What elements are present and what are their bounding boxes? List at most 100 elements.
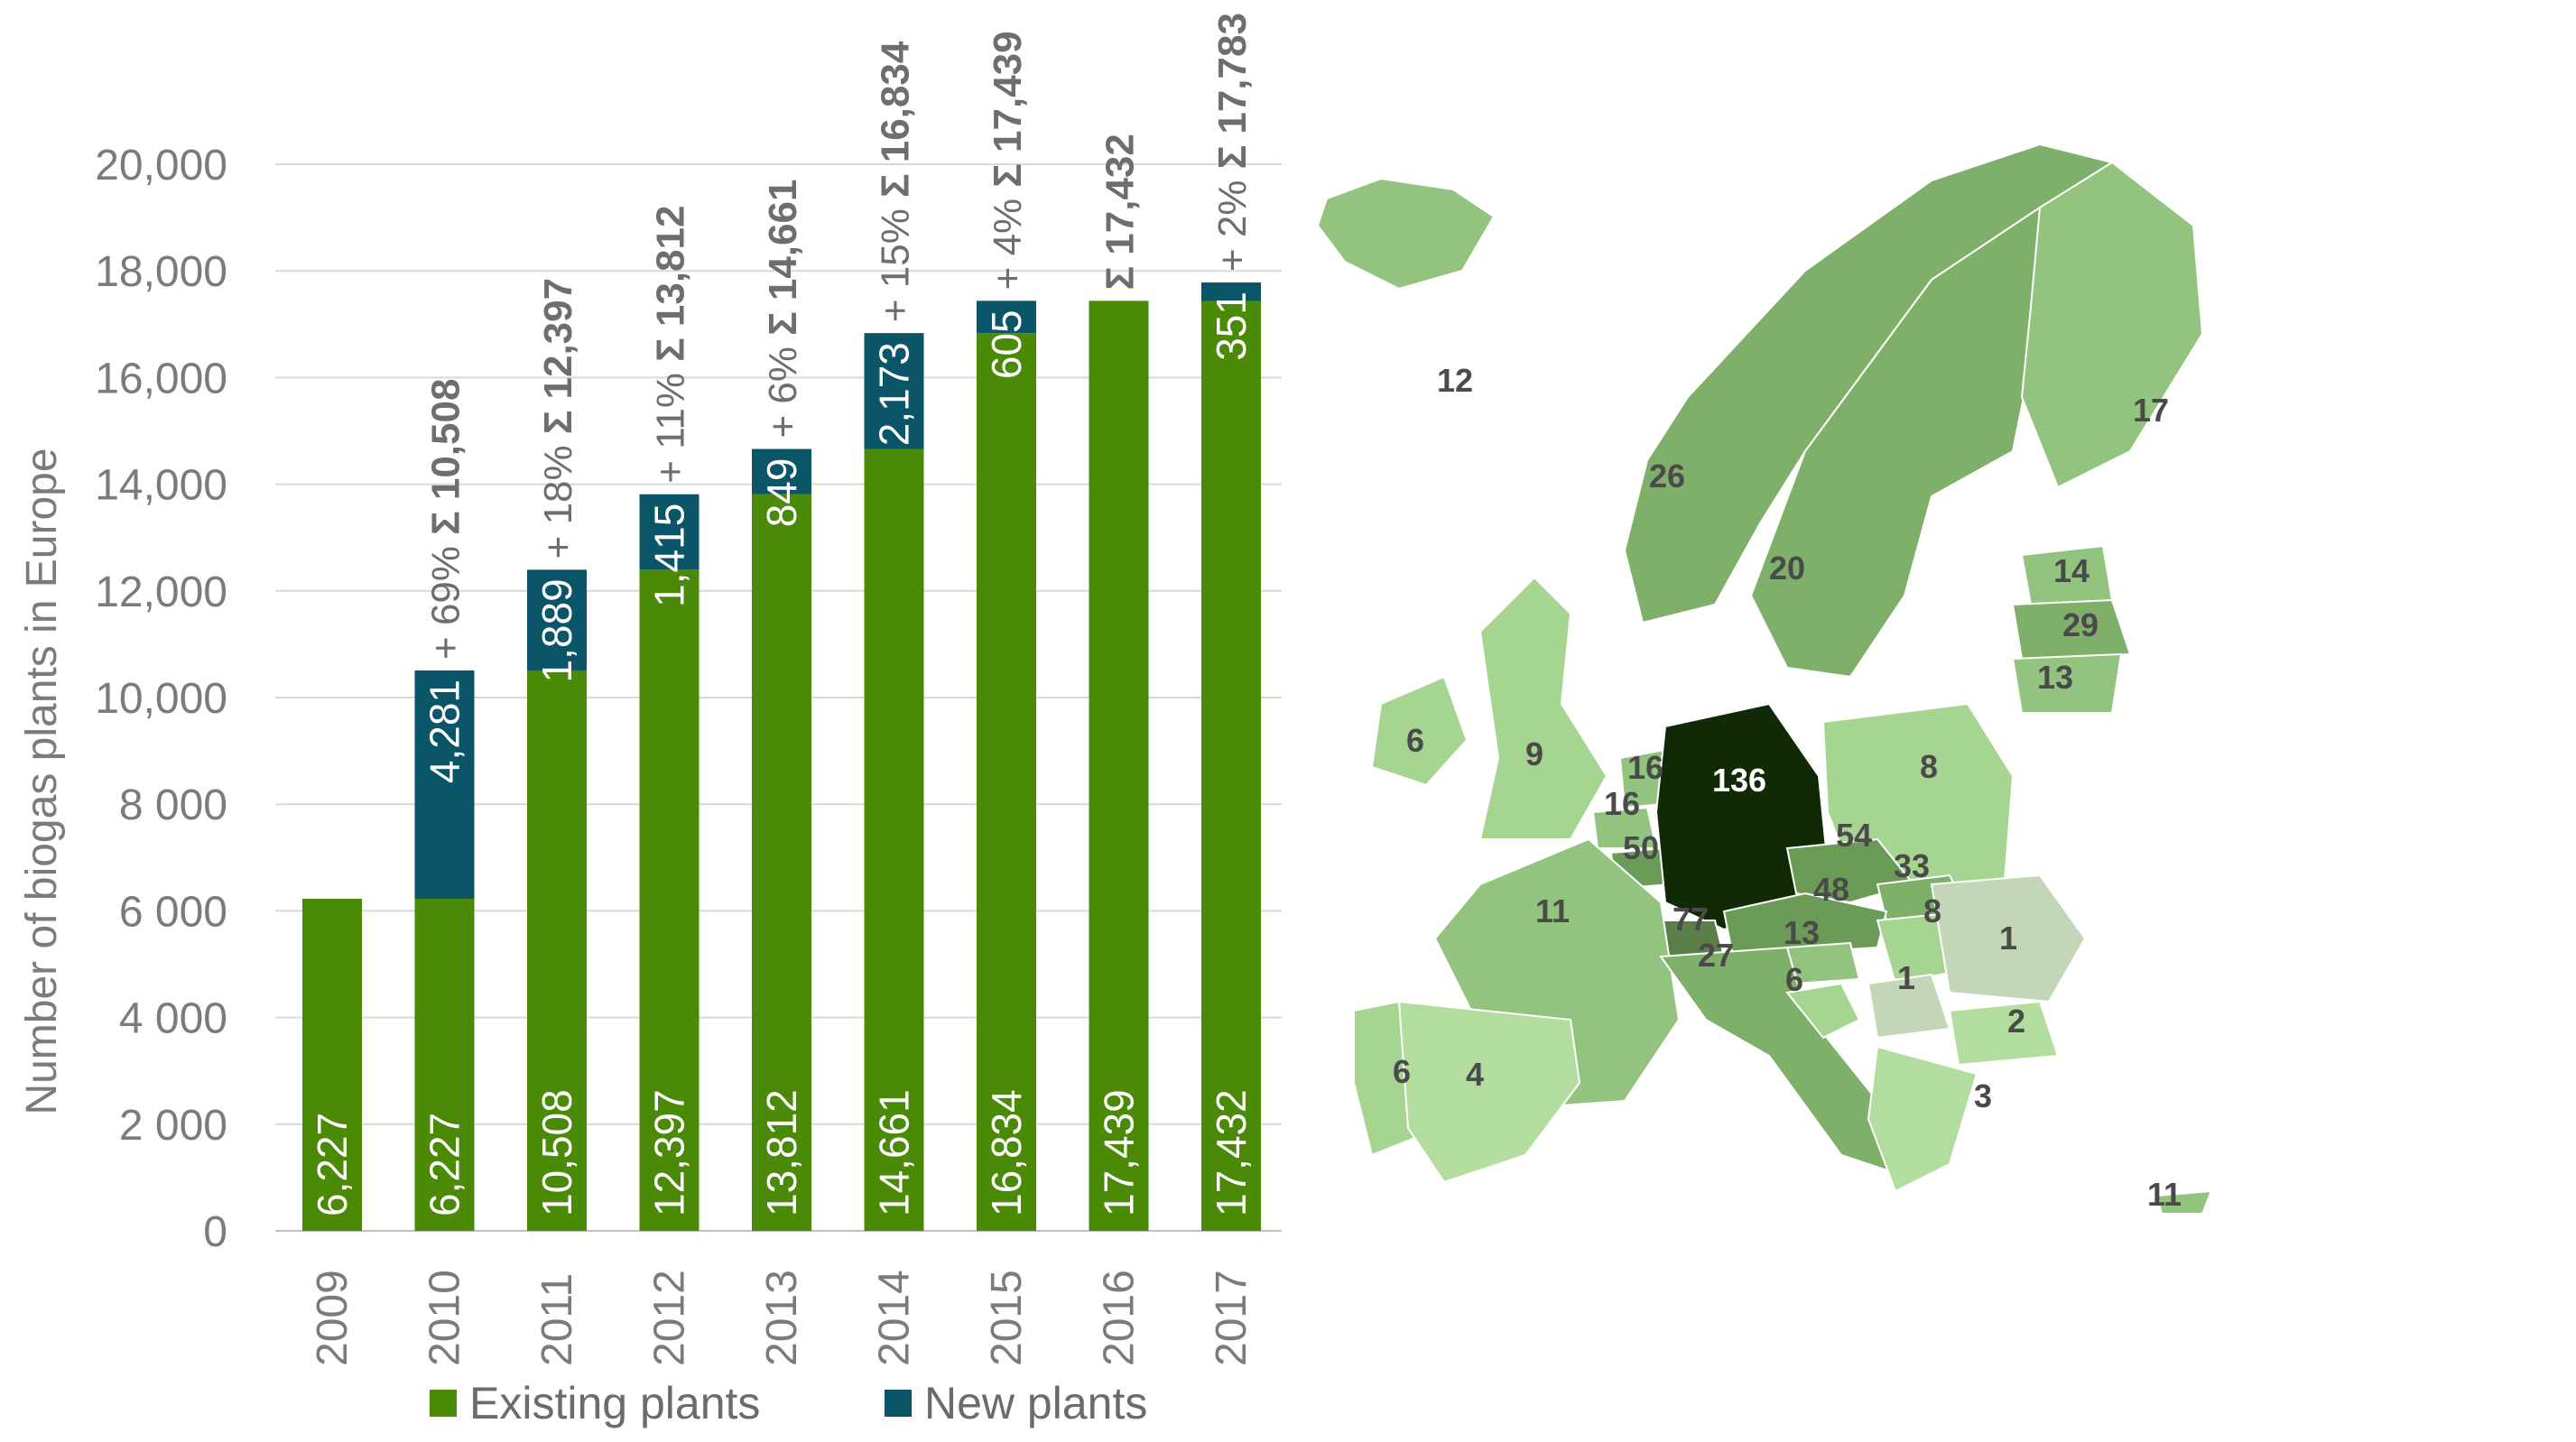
bar-existing xyxy=(639,569,700,1231)
growth-label: + 15% xyxy=(874,198,918,322)
y-tick-label: 4 000 xyxy=(119,995,227,1043)
x-tick-label: 2015 xyxy=(983,1270,1031,1366)
bar-existing xyxy=(527,670,587,1231)
x-tick-label: 2011 xyxy=(533,1273,581,1366)
existing-value-label: 13,812 xyxy=(758,1089,805,1216)
map-value-label: 12 xyxy=(1437,362,1473,399)
total-label: Σ 16,834 xyxy=(874,41,918,198)
y-tick-label: 16,000 xyxy=(95,355,227,402)
bar-annotation: + 15% Σ 16,834 xyxy=(874,41,918,322)
map-region xyxy=(2020,161,2204,489)
legend-existing: Existing plants xyxy=(430,1377,760,1429)
total-label: Σ 17,432 xyxy=(1098,134,1143,290)
y-tick-label: 20,000 xyxy=(95,142,227,189)
map-value-label: 27 xyxy=(1698,937,1734,974)
bar-new xyxy=(527,569,587,670)
existing-value-label: 17,439 xyxy=(1096,1089,1143,1216)
x-tick-label: 2009 xyxy=(309,1270,357,1366)
x-tick-label: 2014 xyxy=(871,1270,919,1366)
map-value-label: 8 xyxy=(1923,892,1941,929)
new-value-label: 4,281 xyxy=(422,679,468,783)
legend-existing-label: Existing plants xyxy=(469,1378,761,1428)
existing-value-label: 14,661 xyxy=(871,1089,918,1216)
legend-existing-swatch xyxy=(430,1390,457,1417)
map-value-label: 13 xyxy=(1784,914,1820,951)
bar-existing xyxy=(752,494,811,1231)
map-region xyxy=(1867,973,1951,1040)
map-value-label: 136 xyxy=(1712,762,1766,799)
map-value-label: 9 xyxy=(1525,735,1543,772)
growth-label: + 2% xyxy=(1210,169,1255,272)
total-label: Σ 17,783 xyxy=(1210,13,1255,169)
map-value-label: 54 xyxy=(1836,817,1872,854)
map-region xyxy=(1948,1000,2060,1067)
total-label: Σ 17,439 xyxy=(986,31,1030,187)
total-label: Σ 10,508 xyxy=(424,379,468,535)
total-label: Σ 12,397 xyxy=(536,278,580,434)
map-value-label: 4 xyxy=(1466,1056,1484,1093)
existing-value-label: 16,834 xyxy=(983,1089,1030,1216)
new-value-label: 849 xyxy=(758,458,805,528)
bar-annotation: + 18% Σ 12,397 xyxy=(536,278,580,559)
legend-new: New plants xyxy=(885,1377,1147,1429)
new-value-label: 605 xyxy=(983,310,1030,379)
bar-existing xyxy=(977,333,1036,1231)
y-tick-label: 8 000 xyxy=(119,781,227,829)
total-label: Σ 13,812 xyxy=(649,206,693,362)
map-value-label: 6 xyxy=(1406,722,1424,759)
map-value-label: 50 xyxy=(1623,829,1659,866)
map-value-label: 1 xyxy=(1897,959,1915,996)
bar-existing xyxy=(1201,300,1261,1231)
map-value-label: 16 xyxy=(1627,749,1663,786)
existing-value-label: 12,397 xyxy=(646,1089,693,1216)
bar-annotation: + 6% Σ 14,661 xyxy=(761,180,805,439)
bar-existing xyxy=(302,898,362,1231)
x-tick-label: 2012 xyxy=(646,1270,694,1366)
map-region xyxy=(1397,1000,1581,1184)
bar-new xyxy=(977,300,1036,334)
map-value-label: 6 xyxy=(1785,961,1803,998)
map-value-label: 6 xyxy=(1393,1053,1411,1090)
bar-existing xyxy=(1089,300,1149,1231)
map-value-label: 8 xyxy=(1920,748,1938,785)
map-value-label: 29 xyxy=(2062,606,2099,643)
existing-value-label: 6,227 xyxy=(422,1113,468,1216)
bar-annotation: + 11% Σ 13,812 xyxy=(649,206,693,484)
bar-new xyxy=(864,333,924,449)
map-value-label: 11 xyxy=(2147,1176,2182,1213)
bar-new xyxy=(414,670,475,899)
y-tick-label: 14,000 xyxy=(95,462,227,510)
y-tick-label: 2 000 xyxy=(119,1102,227,1150)
bar-new xyxy=(1201,282,1261,301)
map-region xyxy=(1659,946,1897,1175)
map-value-label: 11 xyxy=(1535,892,1570,929)
total-label: Σ 14,661 xyxy=(761,180,805,336)
existing-value-label: 17,432 xyxy=(1208,1089,1255,1216)
map-region xyxy=(2155,1189,2213,1215)
map-value-label: 33 xyxy=(1894,847,1930,884)
x-tick-label: 2013 xyxy=(758,1270,806,1366)
bar-new xyxy=(752,448,811,495)
x-tick-label: 2017 xyxy=(1208,1270,1256,1366)
legend-new-swatch xyxy=(885,1390,912,1417)
map-value-label: 77 xyxy=(1673,901,1709,938)
map-region xyxy=(1316,177,1496,291)
new-value-label: 2,173 xyxy=(871,342,918,446)
new-value-label: 1,889 xyxy=(533,578,580,682)
y-tick-label: 10,000 xyxy=(95,675,227,723)
growth-label: + 69% xyxy=(424,535,468,660)
y-tick-label: 0 xyxy=(203,1208,227,1256)
map-value-label: 48 xyxy=(1813,871,1849,908)
new-value-label: 1,415 xyxy=(646,504,693,607)
bar-new xyxy=(639,494,700,570)
bar-chart: 0 2 000 4 000 6 000 8 000 10,000 12,000 14,000 1… xyxy=(18,13,1282,1366)
map-value-label: 26 xyxy=(1649,458,1685,495)
map-shapes xyxy=(1316,143,2213,1215)
map-region xyxy=(2011,652,2123,714)
map-region xyxy=(2011,598,2132,661)
existing-value-label: 10,508 xyxy=(533,1089,580,1216)
map-value-label: 2 xyxy=(2007,1003,2025,1040)
bar-annotation: Σ 17,432 xyxy=(1098,134,1143,290)
map-region xyxy=(1930,874,2087,1003)
